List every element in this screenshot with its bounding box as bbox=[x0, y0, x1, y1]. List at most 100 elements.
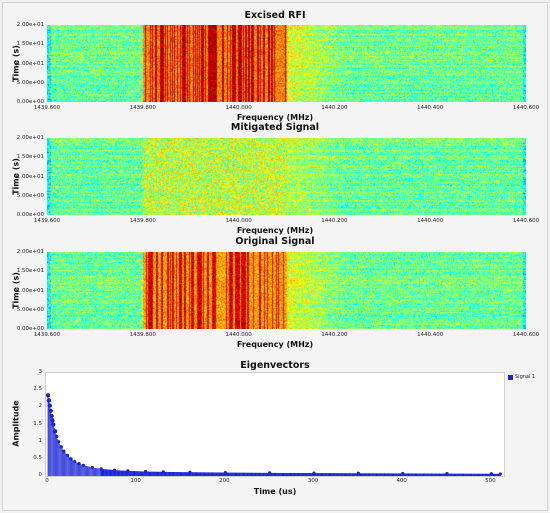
y-axis-label: Time (s) bbox=[11, 44, 21, 82]
eigen-point bbox=[498, 472, 502, 476]
eigen-point bbox=[50, 418, 55, 423]
eigen-point bbox=[268, 471, 272, 475]
spectrogram-heatmap bbox=[47, 252, 526, 329]
eigen-point bbox=[77, 462, 81, 466]
x-tick-label: 1440.200 bbox=[321, 332, 348, 338]
x-axis-label: Frequency (MHz) bbox=[236, 340, 314, 349]
eigen-point bbox=[99, 467, 103, 471]
x-tick-label: 1440.000 bbox=[225, 105, 252, 111]
spectrogram-plot bbox=[47, 252, 526, 329]
eigen-point bbox=[47, 403, 52, 408]
y-tick-label: 1.5 bbox=[33, 420, 42, 427]
x-tick-label: 200 bbox=[219, 478, 230, 484]
x-tick-label: 300 bbox=[307, 478, 319, 484]
chart-title: Original Signal bbox=[235, 236, 315, 247]
eigen-point bbox=[49, 413, 54, 419]
eigenvector-plot bbox=[45, 372, 505, 477]
x-tick-label: 1440.400 bbox=[417, 218, 444, 224]
y-tick-label: 2.00e+01 bbox=[16, 135, 44, 141]
y-tick-label: 1.50e+01 bbox=[16, 41, 44, 48]
x-tick-label: 1440.600 bbox=[512, 105, 540, 111]
y-tick-label: 0.00e+00 bbox=[16, 212, 44, 218]
legend: Signal 1 bbox=[508, 374, 535, 380]
y-tick-label: 0.00e+00 bbox=[16, 99, 44, 105]
x-axis-label: Frequency (MHz) bbox=[236, 113, 314, 122]
eigenvector-svg bbox=[46, 393, 502, 476]
y-tick-label: 2 bbox=[38, 403, 43, 410]
y-tick-label: 5.00e+00 bbox=[16, 192, 44, 199]
y-tick-label: 1.00e+01 bbox=[16, 287, 44, 294]
x-tick-label: 1440.200 bbox=[321, 218, 348, 224]
y-tick-label: 1.00e+01 bbox=[16, 60, 44, 67]
x-tick-label: 1440.400 bbox=[417, 105, 444, 111]
x-axis-label: Time (us) bbox=[253, 487, 297, 496]
y-tick-label: 1.00e+01 bbox=[16, 173, 44, 180]
x-tick-label: 1440.600 bbox=[512, 218, 540, 224]
x-tick-label: 1440.000 bbox=[225, 332, 252, 338]
y-tick-label: 2.5 bbox=[33, 386, 42, 393]
y-tick-label: 3 bbox=[38, 369, 43, 375]
eigen-point bbox=[51, 422, 56, 427]
eigen-point bbox=[161, 470, 165, 474]
eigen-point bbox=[90, 465, 94, 470]
x-tick-label: 1440.000 bbox=[225, 218, 252, 224]
eigen-point bbox=[312, 471, 316, 475]
y-tick-label: 1.50e+01 bbox=[16, 154, 44, 161]
eigen-point bbox=[59, 445, 63, 449]
eigen-point bbox=[223, 470, 227, 475]
chart-title: Mitigated Signal bbox=[230, 122, 320, 133]
spectrogram-heatmap bbox=[47, 25, 526, 102]
x-tick-label: 1439.800 bbox=[129, 105, 156, 111]
eigen-point bbox=[62, 449, 66, 453]
eigen-point bbox=[489, 472, 493, 476]
y-tick-label: 0.5 bbox=[33, 454, 42, 461]
eigen-point bbox=[143, 469, 148, 474]
x-tick-label: 100 bbox=[130, 478, 141, 484]
x-tick-label: 500 bbox=[485, 478, 496, 484]
x-tick-label: 1439.600 bbox=[33, 332, 61, 338]
eigen-point bbox=[356, 471, 360, 475]
y-axis-label: Time (s) bbox=[11, 271, 21, 309]
x-tick-label: 1439.800 bbox=[129, 332, 156, 338]
eigen-point bbox=[57, 440, 61, 444]
legend-label: Signal 1 bbox=[515, 374, 536, 380]
eigen-point bbox=[73, 459, 77, 464]
eigen-point bbox=[401, 471, 405, 476]
x-tick-label: 1440.400 bbox=[417, 332, 444, 338]
eigen-point bbox=[126, 469, 130, 473]
y-axis-label: Time (s) bbox=[11, 157, 21, 195]
x-tick-label: 1439.800 bbox=[129, 218, 156, 224]
chart-title: Eigenvectors bbox=[240, 360, 310, 371]
legend-swatch bbox=[508, 374, 513, 380]
eigen-point bbox=[112, 468, 117, 472]
y-tick-label: 2.00e+01 bbox=[16, 22, 44, 28]
y-tick-label: 0 bbox=[38, 472, 43, 478]
eigen-point bbox=[81, 463, 86, 467]
x-tick-label: 1439.600 bbox=[33, 218, 61, 224]
y-axis-label: Amplitude bbox=[11, 399, 21, 447]
y-tick-label: 5.00e+00 bbox=[16, 306, 44, 313]
eigen-point bbox=[46, 398, 52, 403]
spectrogram-heatmap bbox=[47, 138, 526, 215]
eigen-point bbox=[65, 453, 70, 457]
y-tick-label: 1.50e+01 bbox=[16, 268, 44, 275]
y-tick-label: 2.00e+01 bbox=[16, 249, 44, 255]
y-tick-label: 0.00e+00 bbox=[16, 326, 44, 332]
x-tick-label: 1440.200 bbox=[321, 105, 348, 111]
x-tick-label: 400 bbox=[396, 478, 407, 484]
eigen-point bbox=[55, 434, 59, 439]
chart-title: Excised RFI bbox=[244, 10, 306, 21]
y-tick-label: 5.00e+00 bbox=[16, 79, 44, 86]
eigen-point bbox=[445, 471, 449, 476]
eigen-point bbox=[52, 429, 58, 434]
x-tick-label: 1439.600 bbox=[33, 105, 61, 111]
x-tick-label: 0 bbox=[45, 478, 49, 484]
eigen-point bbox=[188, 470, 192, 474]
spectrogram-plot bbox=[47, 25, 526, 102]
y-tick-label: 1 bbox=[38, 437, 43, 444]
spectrogram-plot bbox=[47, 138, 526, 215]
x-axis-label: Frequency (MHz) bbox=[236, 226, 314, 235]
eigen-point bbox=[48, 408, 53, 413]
eigen-point bbox=[46, 393, 51, 398]
eigen-point bbox=[69, 457, 73, 461]
